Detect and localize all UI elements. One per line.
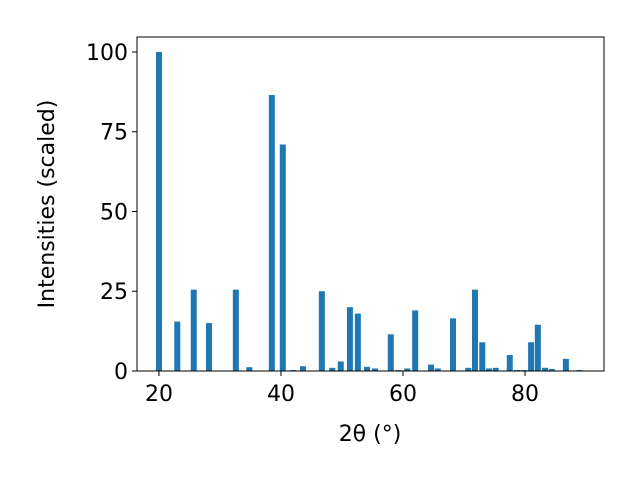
y-tick-label: 100 [86, 41, 128, 66]
bar [354, 313, 361, 371]
bar [387, 334, 394, 371]
bar [318, 291, 325, 371]
bar [471, 289, 478, 371]
bar [174, 321, 181, 371]
bar [279, 144, 286, 371]
bar [205, 323, 212, 371]
bar [268, 95, 275, 372]
y-tick-label: 50 [100, 200, 128, 225]
y-tick-label: 75 [100, 121, 128, 146]
y-tick-label: 0 [114, 360, 128, 385]
bar [428, 364, 435, 371]
bar [506, 355, 513, 371]
bar [337, 361, 344, 371]
bar [232, 289, 239, 371]
bar [528, 342, 535, 371]
bar [404, 368, 411, 371]
bar [534, 324, 541, 371]
bar [371, 368, 378, 371]
bar [299, 366, 306, 371]
bar [479, 342, 486, 371]
bar [190, 289, 197, 371]
y-axis-label: Intensities (scaled) [35, 100, 60, 309]
x-tick-label: 20 [145, 382, 173, 407]
plot-frame [136, 36, 605, 372]
x-axis-label: 2θ (°) [339, 422, 402, 447]
bar [465, 367, 472, 371]
bar [562, 358, 569, 371]
bar [246, 367, 253, 371]
bar [155, 51, 162, 371]
bar [346, 307, 353, 371]
x-tick-label: 60 [389, 382, 417, 407]
x-tick-label: 40 [267, 382, 295, 407]
x-tick-label: 80 [511, 382, 539, 407]
bar [329, 367, 336, 371]
bar [434, 368, 441, 371]
bar [450, 318, 457, 371]
y-tick-label: 25 [100, 280, 128, 305]
bar [363, 366, 370, 371]
bar [486, 368, 493, 371]
bar [492, 367, 499, 371]
bar [412, 310, 419, 371]
bar [542, 367, 549, 371]
bar [548, 369, 555, 371]
